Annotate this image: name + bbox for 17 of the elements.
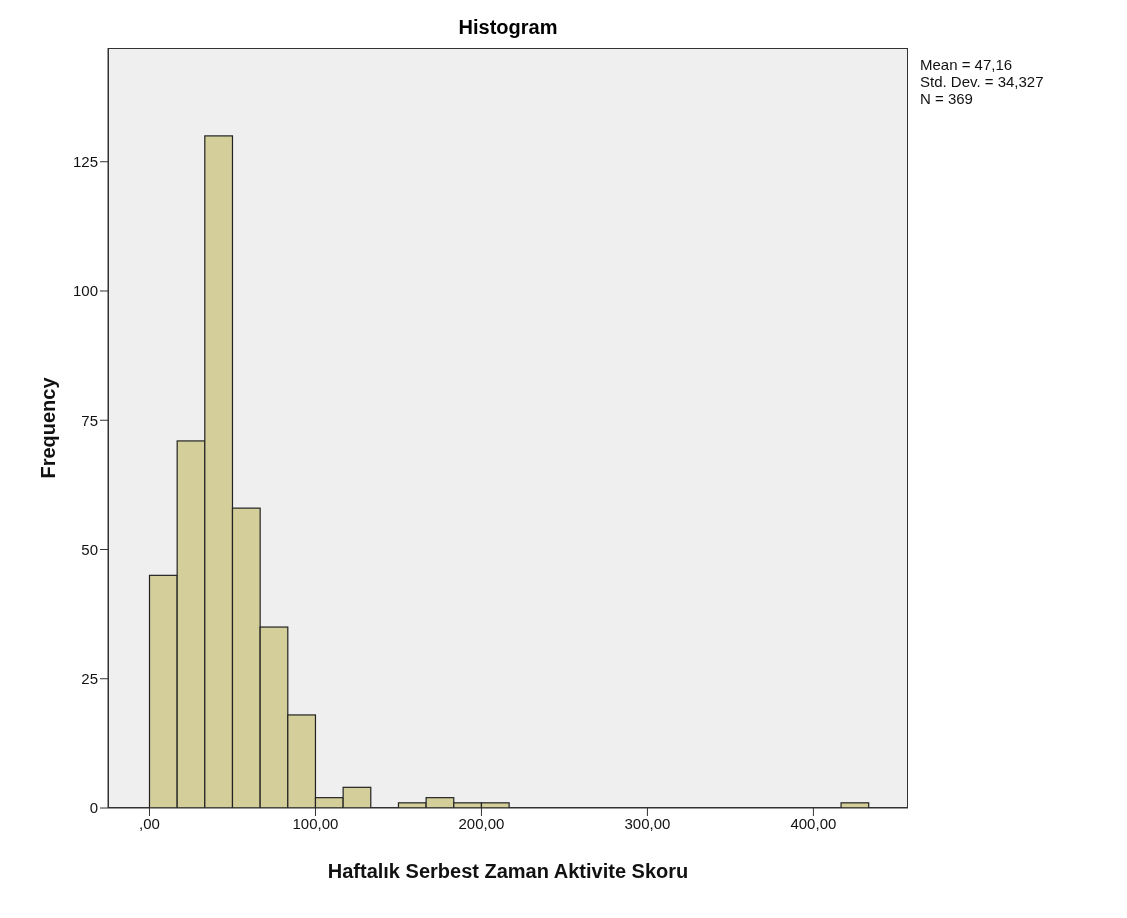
chart-title: Histogram [457, 16, 559, 39]
x-axis-title: Haftalık Serbest Zaman Aktivite Skoru [327, 860, 689, 882]
x-tick-label: 200,00 [458, 814, 505, 832]
y-tick-label: 75 [81, 411, 98, 429]
y-tick-label: 50 [81, 540, 98, 558]
text: N = 369 [920, 90, 974, 107]
y-tick-label: 0 [89, 799, 98, 817]
x-tick-label: ,00 [139, 814, 160, 832]
y-tick-label: 25 [81, 670, 98, 688]
text: Mean = 47,16 [920, 56, 1014, 73]
y-tick-label: 100 [72, 282, 98, 300]
x-tick-label: 400,00 [790, 814, 837, 832]
y-axis-title: Frequency [37, 376, 60, 479]
text: Std. Dev. = 34,327 [920, 73, 1044, 90]
y-tick-label: 125 [72, 153, 98, 171]
x-tick-label: 100,00 [292, 814, 339, 832]
x-tick-label: 300,00 [624, 814, 671, 832]
